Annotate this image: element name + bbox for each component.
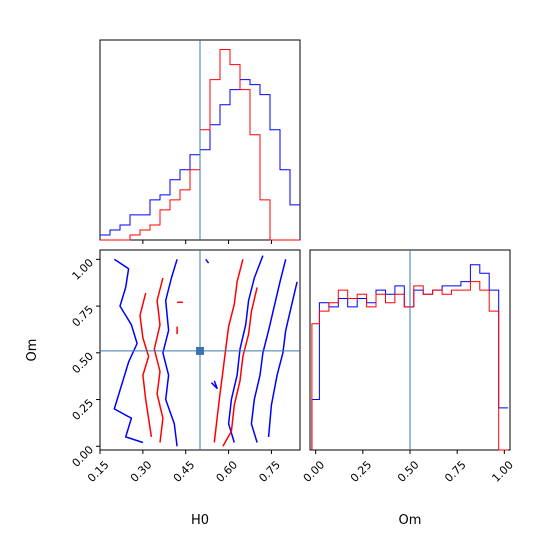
contour-series-1-path-3 [222, 287, 258, 447]
h0-marginal-panel [99, 39, 301, 244]
contour-series-0-path-2 [227, 255, 264, 443]
y-axis-label-om: Om [25, 339, 40, 362]
x-tick-label-0: 0.15 [85, 458, 112, 485]
x-tick-label-1: 0.30 [128, 458, 155, 485]
contour-lines [113, 255, 298, 447]
om-x-tick-label-1: 0.25 [348, 458, 375, 485]
om-x-tick-label-0: 0.00 [301, 458, 328, 485]
y-tick-label-0: 0.00 [70, 443, 97, 470]
contour-series-0-path-4 [267, 281, 298, 437]
om-marginal-panel: 0.00 0.25 0.50 0.75 1.00 [301, 249, 516, 485]
contour-series-0-path-6 [210, 380, 218, 390]
contour-series-0-path-1 [162, 259, 178, 447]
y-tick-label-3: 0.75 [70, 303, 97, 330]
contour-series-0-path-5 [205, 258, 210, 264]
contour-series-1-path-0 [153, 277, 164, 443]
om-x-tick-label-2: 0.50 [395, 458, 422, 485]
contour-series-1-path-1 [139, 292, 153, 438]
contour-series-0-path-3 [250, 259, 287, 443]
x-tick-label-2: 0.45 [171, 458, 198, 485]
om-x-tick-label-4: 1.00 [489, 458, 516, 485]
x-tick-label-4: 0.75 [256, 458, 283, 485]
om-histogram-series-1 [311, 281, 509, 451]
om-x-tick-label-3: 0.75 [442, 458, 469, 485]
x-axis-label-h0: H0 [191, 513, 209, 528]
y-tick-label-4: 1.00 [70, 256, 97, 283]
contour-series-0-path-0 [113, 258, 144, 444]
h0-om-contour-panel: 0.15 0.30 0.45 0.60 0.75 0.00 0.25 0.50 0.75 1.00 [70, 249, 301, 485]
x-tick-label-3: 0.60 [214, 458, 241, 485]
x-axis-label-om: Om [399, 513, 422, 528]
contour-series-1-path-2 [213, 259, 244, 443]
y-tick-label-1: 0.25 [70, 396, 97, 423]
y-tick-label-2: 0.50 [70, 350, 97, 377]
truth-marker [196, 346, 204, 355]
